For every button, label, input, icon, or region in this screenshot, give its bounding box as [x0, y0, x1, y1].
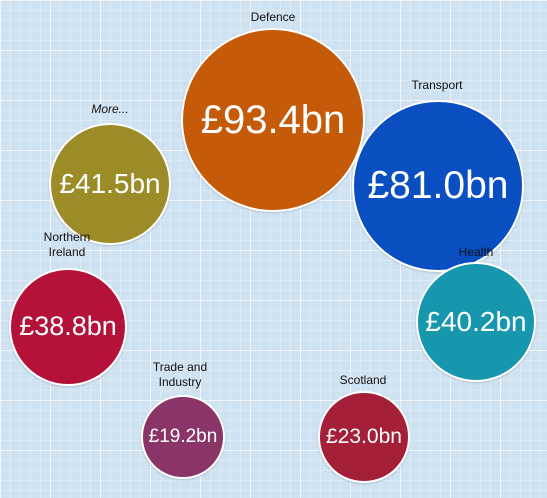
- bubble-value-scotland: £23.0bn: [326, 424, 402, 448]
- bubble-label-transport: Transport: [411, 78, 463, 92]
- bubble-label-defence: Defence: [250, 10, 296, 24]
- bubble-value-more: £41.5bn: [59, 167, 161, 199]
- more-link[interactable]: More...: [91, 102, 129, 116]
- bubble-label-health: Health: [458, 245, 494, 259]
- bubble-scotland: £23.0bn: [318, 391, 410, 483]
- bubble-label-scotland: Scotland: [339, 373, 387, 387]
- bubble-trade-and-industry: £19.2bn: [141, 395, 225, 479]
- bubble-northern-ireland: £38.8bn: [8, 267, 128, 387]
- bubble-label-northern-ireland: Northern Ireland: [43, 230, 91, 259]
- bubble-value-defence: £93.4bn: [200, 97, 346, 142]
- bubble-value-trade-and-industry: £19.2bn: [148, 425, 218, 447]
- bubble-value-transport: £81.0bn: [367, 163, 509, 207]
- bubble-health: £40.2bn: [415, 261, 537, 383]
- bubble-transport: £81.0bn: [352, 100, 524, 272]
- bubble-label-trade-and-industry: Trade and Industry: [152, 360, 208, 389]
- bubble-value-northern-ireland: £38.8bn: [19, 311, 117, 342]
- bubble-more[interactable]: £41.5bn: [48, 122, 172, 246]
- bubble-defence: £93.4bn: [181, 28, 365, 212]
- bubble-value-health: £40.2bn: [425, 305, 527, 337]
